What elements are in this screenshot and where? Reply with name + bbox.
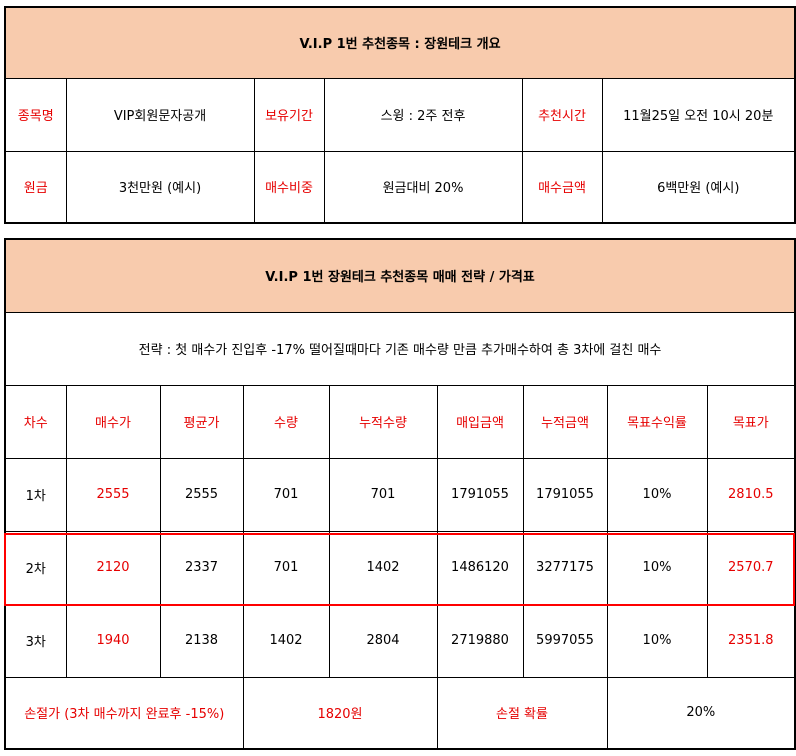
row-cum-amount: 1791055 bbox=[522, 457, 608, 532]
row-buy-amount: 1486120 bbox=[436, 530, 524, 605]
label-buy-amount: 매수금액 bbox=[521, 150, 603, 224]
header-cell: 평균가 bbox=[159, 384, 244, 459]
value-holding-period: 스윙 : 2주 전후 bbox=[323, 77, 523, 152]
value-stock-name: VIP회원문자공개 bbox=[65, 77, 255, 152]
stoploss-value: 1820원 bbox=[242, 676, 438, 750]
row-stage: 3차 bbox=[4, 603, 67, 678]
header-cell: 차수 bbox=[4, 384, 67, 459]
label-buy-ratio: 매수비중 bbox=[253, 150, 325, 224]
label-holding-period: 보유기간 bbox=[253, 77, 325, 152]
row-target-return: 10% bbox=[606, 530, 708, 605]
header-cell: 수량 bbox=[242, 384, 330, 459]
stoploss-probability-label: 손절 확률 bbox=[436, 676, 608, 750]
row-buy-price: 2120 bbox=[65, 530, 161, 605]
table-row: 1차 2555 2555 701 701 1791055 1791055 10%… bbox=[4, 457, 796, 532]
row-quantity: 701 bbox=[242, 457, 330, 532]
strategy-table: V.I.P 1번 장원테크 추천종목 매매 전략 / 가격표 전략 : 첫 매수… bbox=[4, 238, 796, 750]
header-cell: 목표가 bbox=[706, 384, 796, 459]
overview-title: V.I.P 1번 추천종목 : 장원테크 개요 bbox=[4, 6, 796, 79]
table-row: 3차 1940 2138 1402 2804 2719880 5997055 1… bbox=[4, 603, 796, 678]
header-cell: 누적금액 bbox=[522, 384, 608, 459]
value-buy-amount: 6백만원 (예시) bbox=[601, 150, 796, 224]
footer-row: 손절가 (3차 매수까지 완료후 -15%) 1820원 손절 확률 20% bbox=[4, 676, 796, 750]
stoploss-probability-value: 20% bbox=[606, 676, 796, 750]
label-principal: 원금 bbox=[4, 150, 67, 224]
row-buy-price: 1940 bbox=[65, 603, 161, 678]
value-recommend-time: 11월25일 오전 10시 20분 bbox=[601, 77, 796, 152]
row-target-price: 2570.7 bbox=[706, 530, 796, 605]
table-row: 2차 2120 2337 701 1402 1486120 3277175 10… bbox=[4, 530, 796, 605]
row-target-return: 10% bbox=[606, 457, 708, 532]
row-cum-amount: 5997055 bbox=[522, 603, 608, 678]
row-stage: 2차 bbox=[4, 530, 67, 605]
row-quantity: 701 bbox=[242, 530, 330, 605]
row-cum-quantity: 2804 bbox=[328, 603, 438, 678]
value-principal: 3천만원 (예시) bbox=[65, 150, 255, 224]
header-cell: 매입금액 bbox=[436, 384, 524, 459]
header-row: 차수 매수가 평균가 수량 누적수량 매입금액 누적금액 목표수익률 목표가 bbox=[4, 384, 796, 459]
stoploss-label: 손절가 (3차 매수까지 완료후 -15%) bbox=[4, 676, 244, 750]
row-target-price: 2810.5 bbox=[706, 457, 796, 532]
row-cum-amount: 3277175 bbox=[522, 530, 608, 605]
strategy-title: V.I.P 1번 장원테크 추천종목 매매 전략 / 가격표 bbox=[4, 238, 796, 313]
value-buy-ratio: 원금대비 20% bbox=[323, 150, 523, 224]
row-target-return: 10% bbox=[606, 603, 708, 678]
strategy-description: 전략 : 첫 매수가 진입후 -17% 떨어질때마다 기존 매수량 만큼 추가매… bbox=[4, 311, 796, 386]
header-cell: 목표수익률 bbox=[606, 384, 708, 459]
row-avg-price: 2555 bbox=[159, 457, 244, 532]
row-avg-price: 2138 bbox=[159, 603, 244, 678]
label-recommend-time: 추천시간 bbox=[521, 77, 603, 152]
row-avg-price: 2337 bbox=[159, 530, 244, 605]
row-cum-quantity: 1402 bbox=[328, 530, 438, 605]
row-buy-amount: 2719880 bbox=[436, 603, 524, 678]
label-stock-name: 종목명 bbox=[4, 77, 67, 152]
row-cum-quantity: 701 bbox=[328, 457, 438, 532]
row-quantity: 1402 bbox=[242, 603, 330, 678]
overview-table: V.I.P 1번 추천종목 : 장원테크 개요 종목명 VIP회원문자공개 보유… bbox=[4, 6, 796, 224]
row-target-price: 2351.8 bbox=[706, 603, 796, 678]
row-stage: 1차 bbox=[4, 457, 67, 532]
row-buy-amount: 1791055 bbox=[436, 457, 524, 532]
row-buy-price: 2555 bbox=[65, 457, 161, 532]
header-cell: 누적수량 bbox=[328, 384, 438, 459]
header-cell: 매수가 bbox=[65, 384, 161, 459]
